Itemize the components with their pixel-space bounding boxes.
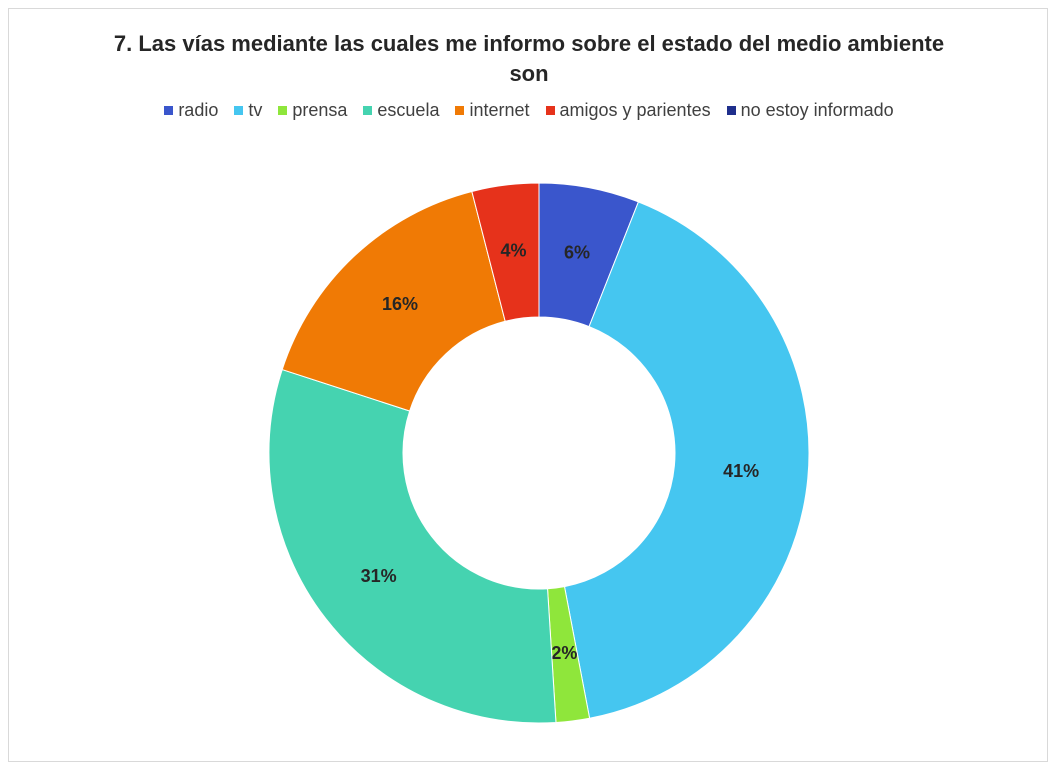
legend-swatch (234, 106, 244, 115)
legend-item: escuela (363, 100, 439, 121)
chart: 6% 41% 2% 31% 16% 4% (268, 182, 810, 724)
donut-slice (471, 182, 540, 322)
legend-swatch (455, 106, 465, 115)
legend-item: internet (455, 100, 530, 121)
chart-frame: 7. Las vías mediante las cuales me infor… (8, 8, 1048, 762)
legend-swatch (545, 106, 555, 115)
legend-swatch (363, 106, 373, 115)
legend-label: amigos y parientes (559, 100, 711, 120)
donut-slice (563, 201, 810, 719)
donut-slice (281, 190, 506, 412)
data-label: 6% (564, 242, 590, 262)
legend-swatch (278, 106, 288, 115)
legend-label: escuela (377, 100, 440, 120)
legend: radio tv prensa escuela internet amigos y par… (9, 100, 1049, 121)
data-label: 31% (361, 566, 397, 586)
data-label: 16% (382, 294, 418, 314)
legend-label: tv (248, 100, 263, 120)
legend-item: prensa (278, 100, 347, 121)
legend-swatch (726, 106, 736, 115)
legend-swatch (164, 106, 174, 115)
legend-item: amigos y parientes (545, 100, 711, 121)
legend-label: no estoy informado (740, 100, 894, 120)
legend-label: internet (469, 100, 530, 120)
legend-item: radio (164, 100, 218, 121)
legend-item: tv (234, 100, 262, 121)
data-label: 41% (723, 461, 759, 481)
legend-item: no estoy informado (726, 100, 894, 121)
data-label: 4% (501, 240, 527, 260)
chart-title: 7. Las vías mediante las cuales me infor… (113, 31, 945, 86)
legend-label: radio (178, 100, 219, 120)
donut-slice (268, 368, 557, 724)
legend-label: prensa (292, 100, 348, 120)
data-label: 2% (551, 643, 577, 663)
